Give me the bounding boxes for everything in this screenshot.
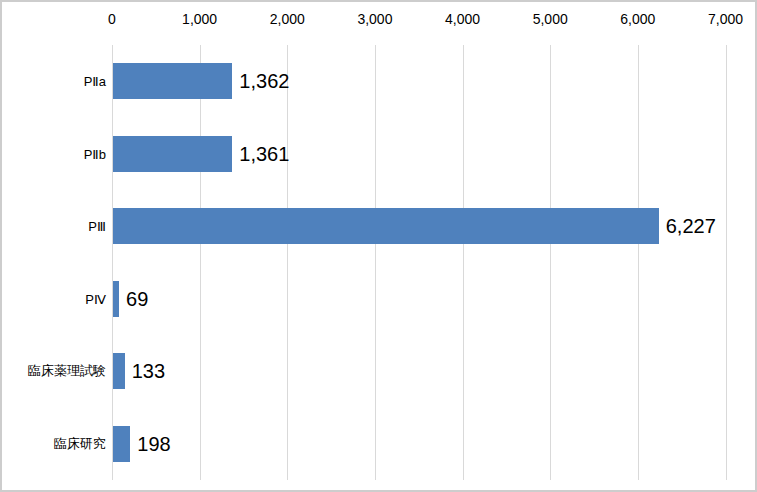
- bar-1: [113, 63, 232, 99]
- gridline: [287, 45, 288, 480]
- bar-3: [113, 208, 659, 244]
- value-label-3: 6,227: [666, 215, 716, 238]
- category-label-4: PⅣ: [85, 291, 106, 306]
- category-label-6: 臨床研究: [54, 435, 106, 453]
- bar-4: [113, 281, 119, 317]
- y-axis-categories: PⅡa PⅡb PⅢ PⅣ 臨床薬理試験臨床研究: [2, 45, 106, 480]
- x-axis-tick-label: 4,000: [445, 11, 480, 27]
- x-axis-tick-label: 1,000: [182, 11, 217, 27]
- value-label-5: 133: [132, 360, 165, 383]
- x-axis-tick-label: 0: [108, 11, 116, 27]
- bar-6: [113, 426, 130, 462]
- value-label-4: 69: [126, 287, 148, 310]
- gridline: [550, 45, 551, 480]
- category-label-2: PⅡb: [84, 146, 106, 161]
- category-label-1: PⅡa: [84, 74, 106, 89]
- clinical-trials-bar-chart: 0 1,000 2,000 3,000 4,000 5,000 6,000 7,000 1,3…: [0, 0, 757, 492]
- x-axis-top: 01,0002,0003,0004,0005,0006,0007,000: [112, 11, 726, 31]
- x-axis-tick-label: 5,000: [533, 11, 568, 27]
- gridline: [638, 45, 639, 480]
- x-axis-tick-label: 7,000: [708, 11, 743, 27]
- gridline: [112, 45, 113, 480]
- category-label-5: 臨床薬理試験: [28, 362, 106, 380]
- x-axis-tick-label: 6,000: [620, 11, 655, 27]
- value-label-1: 1,362: [239, 70, 289, 93]
- gridline: [200, 45, 201, 480]
- x-axis-tick-label: 2,000: [270, 11, 305, 27]
- gridline: [726, 45, 727, 480]
- bar-2: [113, 136, 232, 172]
- gridline: [375, 45, 376, 480]
- gridline: [463, 45, 464, 480]
- category-label-3: PⅢ: [88, 219, 106, 234]
- value-label-2: 1,361: [239, 142, 289, 165]
- bar-5: [113, 353, 125, 389]
- plot-area: 1,362 1,361 6,227 69 133 198: [112, 45, 726, 480]
- x-axis-tick-label: 3,000: [357, 11, 392, 27]
- value-label-6: 198: [137, 432, 170, 455]
